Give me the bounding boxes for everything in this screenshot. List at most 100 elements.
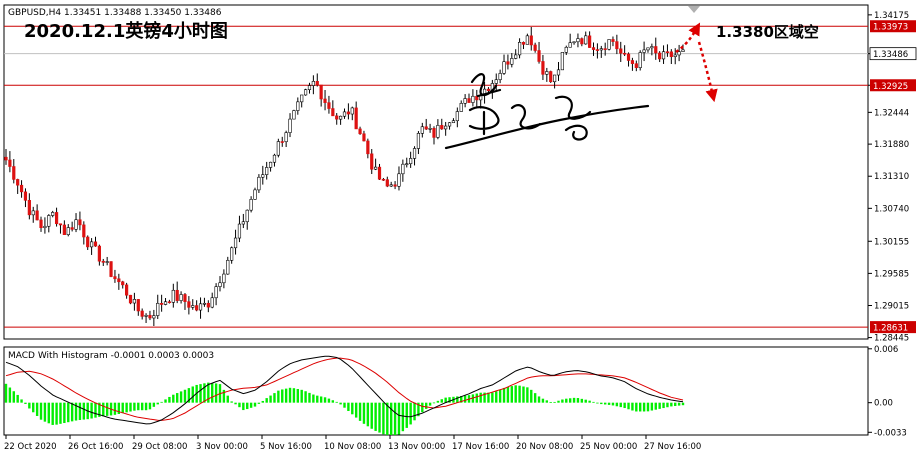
candle-body: [669, 51, 673, 57]
candle-body: [140, 310, 144, 317]
macd-histogram-bar: [203, 383, 206, 403]
macd-histogram-bar: [242, 402, 245, 411]
candle-body: [331, 108, 335, 117]
time-tick-label: 22 Oct 2020: [4, 442, 57, 452]
candle-body: [467, 98, 471, 103]
macd-histogram-bar: [39, 402, 43, 420]
macd-histogram-bar: [47, 402, 50, 424]
candle-body: [560, 52, 564, 71]
candle-body: [31, 210, 35, 216]
candle-body: [455, 111, 459, 122]
time-tick-label: 29 Oct 08:00: [132, 442, 187, 452]
candle-body: [117, 278, 121, 283]
macd-histogram-bar: [627, 402, 630, 410]
macd-histogram-bar: [498, 389, 502, 403]
price-tick-label: 1.31880: [874, 140, 909, 150]
candle-body: [35, 210, 39, 221]
candle-body: [128, 294, 133, 304]
macd-histogram-bar: [401, 402, 405, 432]
macd-histogram-bar: [199, 384, 202, 403]
macd-histogram-bar: [510, 386, 514, 403]
candle-body: [661, 51, 666, 60]
macd-histogram-bar: [129, 402, 132, 412]
macd-histogram-bar: [557, 400, 560, 403]
macd-histogram-bar: [448, 397, 451, 403]
macd-header-text: MACD With Histogram -0.0001 0.0003 0.000…: [8, 351, 214, 361]
candle-body: [342, 111, 347, 117]
candle-body: [175, 289, 179, 301]
macd-histogram-bar: [160, 401, 163, 403]
candle-body: [370, 153, 374, 170]
candle-body: [346, 111, 350, 115]
candle-body: [366, 140, 370, 155]
candle-body: [148, 314, 152, 319]
macd-histogram-bar: [102, 402, 105, 417]
candle-body: [556, 69, 561, 76]
macd-histogram-bar: [269, 395, 272, 403]
candle-body: [393, 184, 397, 187]
candle-body: [494, 79, 498, 84]
candle-body: [568, 42, 572, 48]
macd-histogram-bar: [366, 402, 370, 427]
macd-histogram-bar: [623, 402, 626, 409]
candle-body: [93, 241, 98, 247]
candle-body: [27, 200, 31, 216]
time-tick-label: 10 Nov 08:00: [324, 442, 381, 452]
candle-body: [198, 303, 203, 311]
level-label: 1.33973: [873, 23, 908, 33]
candle-body: [432, 128, 436, 138]
chart-shift-icon: [688, 6, 700, 13]
macd-histogram-bar: [518, 385, 521, 403]
macd-histogram-bar: [175, 393, 179, 403]
price-tick-label: 1.30740: [874, 204, 909, 214]
macd-histogram-bar: [646, 402, 650, 412]
macd-histogram-bar: [222, 389, 226, 403]
macd-histogram-bar: [90, 402, 93, 419]
macd-histogram-bar: [78, 402, 82, 420]
candle-body: [245, 209, 249, 223]
macd-histogram-bar: [82, 402, 86, 420]
macd-histogram-bar: [331, 400, 335, 403]
macd-histogram-bar: [246, 402, 249, 410]
macd-histogram-bar: [74, 402, 78, 421]
candle-body: [591, 47, 596, 50]
candle-body: [486, 88, 491, 92]
price-tick-label: 1.29015: [874, 301, 909, 311]
macd-histogram-bar: [168, 396, 171, 403]
level-label-box: [870, 20, 916, 33]
macd-histogram-bar: [483, 392, 486, 403]
macd-histogram-bar: [479, 392, 482, 403]
macd-histogram-bar: [460, 395, 463, 403]
macd-histogram-bar: [300, 389, 303, 403]
macd-histogram-bar: [561, 399, 564, 403]
macd-histogram-bar: [639, 402, 642, 412]
macd-histogram-bar: [389, 402, 393, 435]
macd-histogram-bar: [179, 391, 183, 403]
candle-body: [195, 305, 199, 311]
time-tick-label: 3 Nov 00:00: [196, 442, 248, 452]
candle-body: [545, 71, 549, 75]
macd-histogram-bar: [249, 402, 253, 408]
macd-histogram-bar: [378, 402, 381, 433]
macd-histogram-bar: [16, 394, 19, 403]
macd-histogram-bar: [370, 402, 373, 429]
macd-histogram-bar: [358, 402, 362, 421]
macd-histogram-bar: [603, 402, 607, 405]
candle-body: [284, 132, 288, 143]
candle-body: [47, 215, 51, 227]
candle-body: [654, 46, 658, 54]
macd-histogram-bar: [425, 402, 428, 409]
candle-body: [109, 261, 113, 277]
macd-tick-label: 0.006: [874, 345, 898, 355]
candle-body: [541, 61, 545, 75]
macd-histogram-bar: [514, 385, 517, 403]
candle-body: [447, 122, 452, 127]
candle-body: [62, 224, 66, 235]
candle-body: [82, 224, 86, 238]
candle-body: [311, 81, 315, 86]
level-label-box: [870, 321, 916, 334]
candle-body: [300, 94, 304, 103]
candle-body: [611, 39, 615, 42]
macd-histogram-bar: [43, 402, 47, 422]
macd-histogram-bar: [94, 402, 97, 418]
